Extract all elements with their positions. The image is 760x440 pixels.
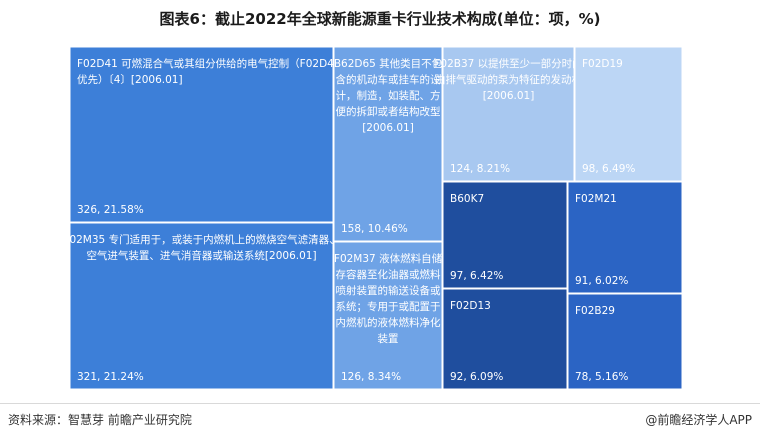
treemap-cell-f02d13: F02D13 92, 6.09% xyxy=(442,288,568,390)
cell-label-text: 系统；专用于或配置于 xyxy=(336,300,441,313)
cell-value-label: 78, 5.16% xyxy=(575,371,628,383)
cell-label-text: 空气进气装置、进气消音器或输送系统[2006.01] xyxy=(86,249,316,262)
cell-label-text: F02D41 可燃混合气或其组分供给的电气控制（F02D43/00 xyxy=(77,57,357,70)
cell-value-label: 92, 6.09% xyxy=(450,371,503,383)
treemap-cell-f02d19: F02D19 98, 6.49% xyxy=(574,46,683,182)
cell-label-text: F02M21 xyxy=(575,193,617,205)
cell-label-text: F02D19 xyxy=(582,58,623,70)
treemap-cell-f02m21: F02M21 91, 6.02% xyxy=(567,181,683,294)
treemap-cell-b62d65: B62D65 其他类目不包含的机动车或挂车的设计，制造，如装配、方便的拆卸或者结… xyxy=(333,46,443,242)
treemap-rect xyxy=(442,46,575,182)
treemap-cell-f02d41: F02D41 可燃混合气或其组分供给的电气控制（F02D43/00 优先）〔4〕[… xyxy=(69,46,357,223)
treemap-cell-f02m37: F02M37 液体燃料自储存容器至化油器或燃料喷射装置的输送设备或系统；专用于或… xyxy=(333,241,443,390)
cell-label-text: [2006.01] xyxy=(362,122,414,134)
cell-label-text: [2006.01] xyxy=(483,90,535,102)
treemap-rect xyxy=(567,181,683,294)
cell-label-text: 便的拆卸或者结构改型 xyxy=(336,105,441,118)
cell-label-text: 装置 xyxy=(378,332,399,345)
cell-value-label: 326, 21.58% xyxy=(77,204,144,216)
treemap-rect xyxy=(442,288,568,390)
cell-value-label: 98, 6.49% xyxy=(582,163,635,175)
cell-label-text: 喷射装置的输送设备或 xyxy=(336,284,441,297)
treemap-cell-b60k7: B60K7 97, 6.42% xyxy=(442,181,568,289)
treemap-rect xyxy=(69,46,334,223)
cell-label-text: F02M35 专门适用于，或装于内燃机上的燃烧空气滤清器、 xyxy=(63,233,339,246)
treemap-cell-f02b29: F02B29 78, 5.16% xyxy=(567,293,683,390)
treemap-rect xyxy=(69,222,334,390)
cell-label-text: F02M37 液体燃料自储 xyxy=(334,252,443,265)
source-note: 资料来源：智慧芽 前瞻产业研究院 xyxy=(8,413,192,427)
cell-label-text: 计，制造，如装配、方 xyxy=(336,89,441,102)
footer-divider xyxy=(0,403,760,404)
treemap-cell-f02m35: F02M35 专门适用于，或装于内燃机上的燃烧空气滤清器、空气进气装置、进气消音… xyxy=(63,222,340,390)
cell-label-text: F02B37 以提供至少一部分时间 xyxy=(434,57,582,70)
treemap-rect xyxy=(567,293,683,390)
cell-label-text: B62D65 其他类目不包 xyxy=(334,57,443,70)
cell-label-text: F02B29 xyxy=(575,305,615,317)
brand-credit: @前瞻经济学人APP xyxy=(645,413,752,427)
treemap-rect xyxy=(442,181,568,289)
cell-value-label: 158, 10.46% xyxy=(341,223,408,235)
cell-label-text: B60K7 xyxy=(450,193,484,205)
chart-title: 图表6：截止2022年全球新能源重卡行业技术构成(单位：项，%) xyxy=(159,10,601,28)
treemap-rect xyxy=(333,241,443,390)
cell-label-text: F02D13 xyxy=(450,300,491,312)
cell-value-label: 321, 21.24% xyxy=(77,371,144,383)
cell-value-label: 91, 6.02% xyxy=(575,275,628,287)
cell-label-text: 优先）〔4〕[2006.01] xyxy=(77,73,183,86)
cell-label-text: 含的机动车或挂车的设 xyxy=(336,73,441,86)
treemap-rect xyxy=(574,46,683,182)
cell-label-text: 由排气驱动的泵为特征的发动机 xyxy=(435,73,582,86)
cell-value-label: 126, 8.34% xyxy=(341,371,401,383)
cell-value-label: 124, 8.21% xyxy=(450,163,510,175)
cell-label-text: 内燃机的液体燃料净化 xyxy=(336,316,441,329)
treemap-rect xyxy=(333,46,443,242)
cell-value-label: 97, 6.42% xyxy=(450,270,503,282)
cell-label-text: 存容器至化油器或燃料 xyxy=(336,268,441,281)
